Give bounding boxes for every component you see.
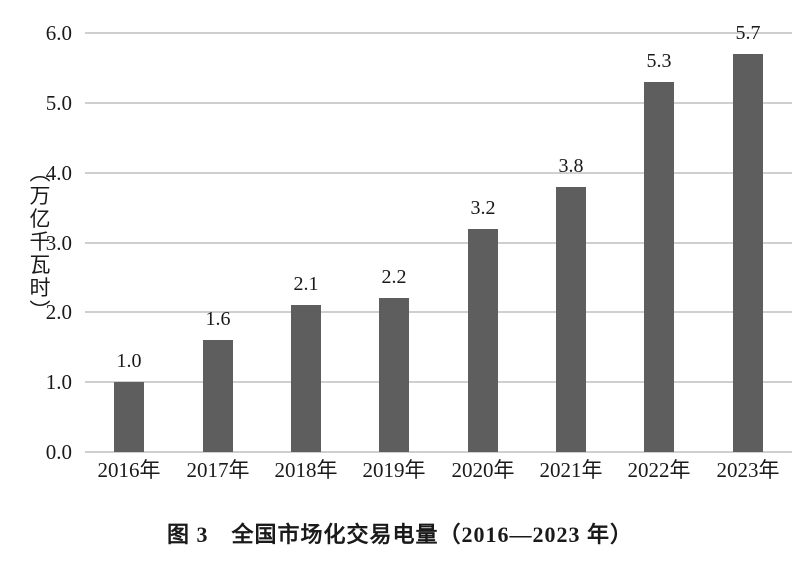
bar-value-label: 5.3	[646, 50, 672, 72]
gridline	[85, 311, 792, 314]
bar-2019年	[379, 298, 409, 452]
gridline	[85, 101, 792, 104]
x-tick-label: 2019年	[362, 458, 426, 482]
y-tick-label: 3.0	[45, 230, 72, 255]
bar-value-label: 3.8	[558, 155, 584, 177]
bar-value-label: 5.7	[735, 22, 761, 44]
gridline	[85, 241, 792, 244]
bar-value-label: 3.2	[470, 197, 496, 219]
gridline	[85, 381, 792, 384]
y-tick-label: 2.0	[45, 300, 72, 325]
x-tick-label: 2018年	[274, 458, 338, 482]
bar-2020年	[468, 229, 498, 452]
y-tick-label: 4.0	[45, 160, 72, 185]
x-tick-label: 2023年	[716, 458, 780, 482]
bar-2023年	[733, 54, 763, 452]
y-tick-label: 1.0	[45, 370, 72, 395]
bar-2017年	[203, 340, 233, 452]
y-tick-label: 0.0	[45, 440, 72, 464]
bar-value-label: 1.0	[116, 350, 142, 372]
y-tick-label: 5.0	[45, 90, 72, 115]
gridline	[85, 32, 792, 34]
bar-value-label: 1.6	[205, 308, 231, 330]
x-tick-label: 2016年	[97, 458, 161, 482]
bar-2022年	[644, 82, 674, 452]
x-tick-label: 2017年	[186, 458, 250, 482]
chart-caption: 图 3 全国市场化交易电量（2016—2023 年）	[166, 522, 633, 547]
bar-value-label: 2.2	[381, 266, 407, 288]
y-tick-label: 6.0	[45, 21, 72, 45]
x-tick-label: 2021年	[539, 458, 603, 482]
x-tick-label: 2020年	[451, 458, 515, 482]
gridline	[85, 171, 792, 174]
bar-2021年	[556, 187, 586, 452]
x-tick-label: 2022年	[627, 458, 691, 482]
gridline	[85, 451, 792, 453]
bar-2018年	[291, 305, 321, 452]
bar-2016年	[114, 382, 144, 452]
bar-value-label: 2.1	[293, 273, 319, 295]
y-axis-title: （万亿千瓦时）	[27, 161, 51, 323]
